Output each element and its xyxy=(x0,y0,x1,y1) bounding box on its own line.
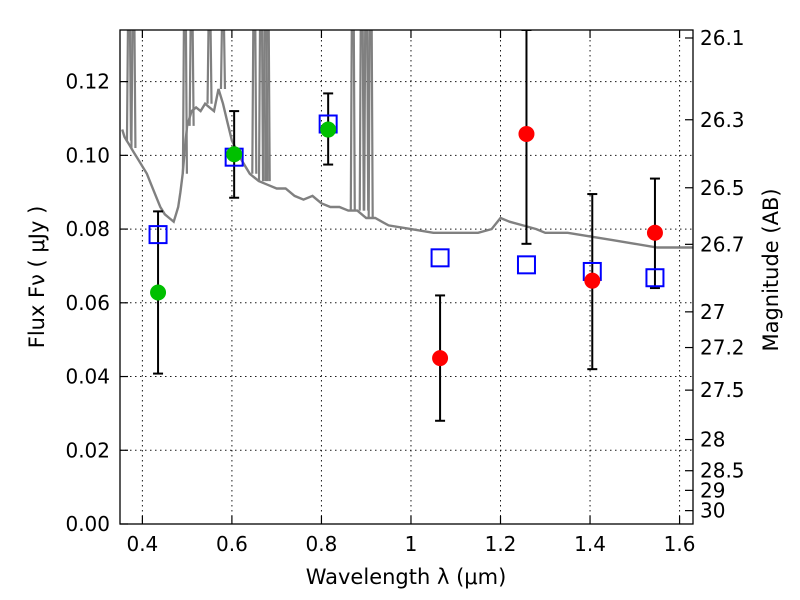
model-emission-spike xyxy=(367,30,374,219)
model-emission-spike xyxy=(363,30,370,211)
y-tick-label: 0.12 xyxy=(65,70,110,94)
model-emission-spike xyxy=(188,30,195,126)
model-emission-spike xyxy=(219,30,227,90)
green-data-point xyxy=(150,284,167,301)
right-tick-label: 30 xyxy=(700,499,725,523)
data-layer xyxy=(121,30,693,422)
right-y-axis-label: Magnitude (AB) xyxy=(759,188,783,351)
model-emission-spike xyxy=(264,30,271,182)
model-emission-spike xyxy=(251,30,258,174)
model-point xyxy=(516,255,536,275)
model-emission-spike xyxy=(125,30,133,141)
model-point xyxy=(645,268,665,288)
y-tick-label: 0.00 xyxy=(65,512,110,536)
x-tick-label: 1.2 xyxy=(485,532,517,556)
right-tick-label: 26.5 xyxy=(700,176,745,200)
y-tick-label: 0.06 xyxy=(65,291,110,315)
y-axis-label: Flux Fν ( μJy ) xyxy=(25,206,49,349)
right-tick-label: 27.5 xyxy=(700,378,745,402)
right-tick-label: 26.7 xyxy=(700,232,745,256)
red-data-point xyxy=(432,350,449,367)
plot-frame xyxy=(119,29,694,525)
x-tick-label: 0.8 xyxy=(306,532,338,556)
red-data-point xyxy=(646,224,663,241)
x-tick-label: 1.4 xyxy=(574,532,606,556)
red-data-point xyxy=(518,125,535,142)
right-tick-label: 27 xyxy=(700,300,725,324)
model-emission-spike xyxy=(206,30,213,104)
model-emission-spike xyxy=(257,30,265,182)
model-emission-spike xyxy=(130,30,137,148)
model-point xyxy=(430,248,450,268)
axis-ticks: 0.4 0.6 0.8 1 1.2 1.4 1.6 0.00 0.02 0.04 0.06 0.08 0… xyxy=(65,26,744,556)
right-tick-label: 27.2 xyxy=(700,336,745,360)
red-data-point xyxy=(584,272,601,289)
green-data-point xyxy=(226,146,243,163)
right-tick-label: 26.3 xyxy=(700,108,745,132)
right-tick-label: 28 xyxy=(700,428,725,452)
model-point xyxy=(148,225,168,245)
y-tick-label: 0.02 xyxy=(65,438,110,462)
y-tick-label: 0.10 xyxy=(65,143,110,167)
x-axis-label: Wavelength λ (μm) xyxy=(306,565,507,589)
right-tick-label: 29 xyxy=(700,478,725,502)
green-data-point xyxy=(320,121,337,138)
y-tick-label: 0.04 xyxy=(65,365,110,389)
x-tick-label: 0.6 xyxy=(216,532,248,556)
right-tick-label: 26.1 xyxy=(700,26,745,50)
right-tick-label: 28.5 xyxy=(700,459,745,483)
model-spectrum-line xyxy=(121,88,693,249)
model-emission-spike xyxy=(349,30,356,211)
x-tick-label: 1 xyxy=(405,532,418,556)
model-emission-spike xyxy=(181,30,189,174)
x-tick-label: 0.4 xyxy=(126,532,158,556)
x-tick-label: 1.6 xyxy=(664,532,696,556)
y-tick-label: 0.08 xyxy=(65,217,110,241)
model-emission-spike xyxy=(358,30,365,211)
